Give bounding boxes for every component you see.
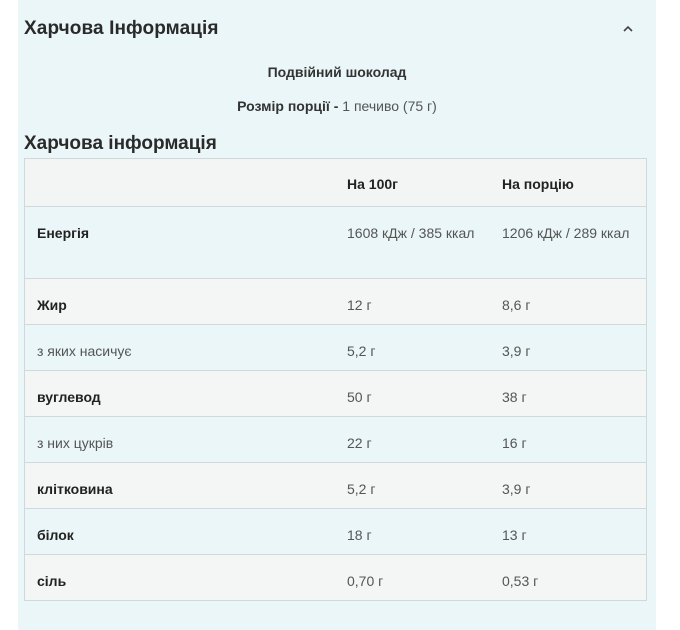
serving-value: 1 печиво (75 г) (338, 98, 437, 114)
nutrient-name: Жир (37, 297, 67, 313)
table-row: Жир 12 г 8,6 г (24, 278, 647, 325)
nutrient-name: з них цукрів (37, 435, 114, 451)
serving-label: Розмір порції - (237, 98, 339, 114)
nutrient-name: білок (37, 527, 74, 543)
value-per-100: 5,2 г (347, 343, 376, 359)
value-per-serving: 3,9 г (502, 481, 531, 497)
value-per-serving: 8,6 г (502, 297, 531, 313)
table-row: з них цукрів 22 г 16 г (24, 416, 647, 463)
nutrition-table: На 100г На порцію Енергія 1608 кДж / 385… (24, 158, 647, 601)
value-per-100: 22 г (347, 435, 372, 451)
column-header-name (25, 159, 348, 207)
value-per-serving: 0,53 г (502, 573, 539, 589)
value-per-serving: 3,9 г (502, 343, 531, 359)
accordion-header[interactable]: Харчова Інформація (24, 14, 650, 44)
table-row: клітковина 5,2 г 3,9 г (24, 462, 647, 509)
value-per-100: 1608 кДж / 385 ккал (347, 225, 475, 241)
table-row: білок 18 г 13 г (24, 508, 647, 555)
chevron-up-icon[interactable] (620, 21, 636, 37)
value-per-100: 12 г (347, 297, 372, 313)
nutrient-name: з яких насичує (37, 343, 132, 359)
table-row: вуглевод 50 г 38 г (24, 370, 647, 417)
nutrient-name: клітковина (37, 481, 113, 497)
value-per-100: 0,70 г (347, 573, 384, 589)
nutrition-panel: Харчова Інформація Подвійний шоколад Роз… (18, 0, 656, 630)
table-title: Харчова інформація (24, 133, 217, 154)
value-per-serving: 38 г (502, 389, 527, 405)
nutrient-name: сіль (37, 573, 67, 589)
table-header-row: На 100г На порцію (24, 158, 647, 207)
value-per-100: 18 г (347, 527, 372, 543)
table-row: сіль 0,70 г 0,53 г (24, 554, 647, 601)
value-per-serving: 16 г (502, 435, 527, 451)
nutrient-name: вуглевод (37, 389, 101, 405)
flavour-name: Подвійний шоколад (267, 64, 407, 80)
table-row: з яких насичує 5,2 г 3,9 г (24, 324, 647, 371)
value-per-100: 5,2 г (347, 481, 376, 497)
value-per-serving: 13 г (502, 527, 527, 543)
serving-size: Розмір порції - 1 печиво (75 г) (18, 98, 656, 114)
value-per-serving: 1206 кДж / 289 ккал (502, 225, 630, 241)
value-per-100: 50 г (347, 389, 372, 405)
column-header-per-100: На 100г (347, 176, 398, 192)
table-row: Енергія 1608 кДж / 385 ккал 1206 кДж / 2… (24, 206, 647, 279)
nutrient-name: Енергія (37, 225, 90, 241)
column-header-per-serving: На порцію (502, 176, 574, 192)
accordion-title: Харчова Інформація (24, 18, 219, 39)
